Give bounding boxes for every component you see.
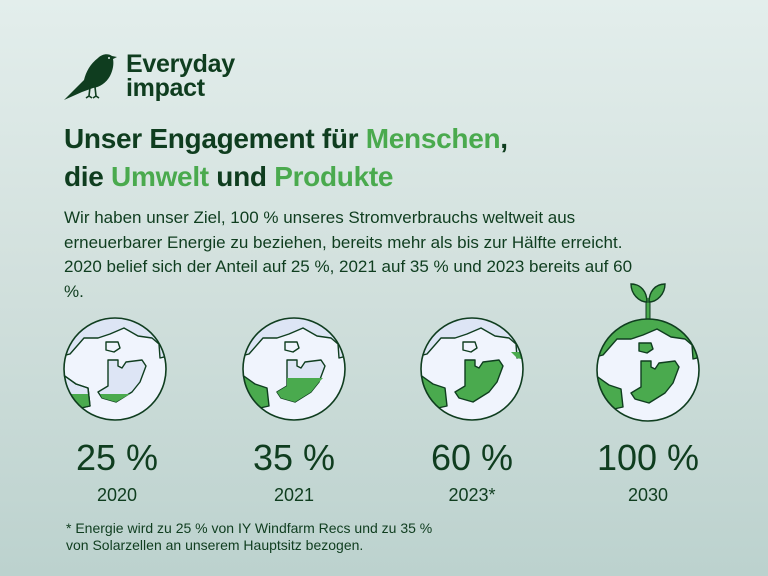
intro-paragraph: Wir haben unser Ziel, 100 % unseres Stro… [64, 208, 633, 301]
footnote-line1: * Energie wird zu 25 % von IY Windfarm R… [66, 520, 433, 536]
stat-percent: 60 % [430, 437, 514, 478]
page-title: Unser Engagement für Menschen, die Umwel… [64, 120, 508, 196]
title-text: , [500, 123, 508, 154]
stat-percent: 35 % [252, 437, 336, 478]
globe-sprout-icon-2030 [596, 283, 700, 422]
globe-icon-2023 [420, 317, 524, 421]
footnote: * Energie wird zu 25 % von IY Windfarm R… [66, 520, 432, 553]
stat-year: 2023* [448, 485, 496, 505]
sprout-icon [630, 283, 666, 322]
stat-percent: 100 % [596, 437, 700, 478]
stat-2023: 60 % 2023* [397, 440, 547, 506]
globe-icon-2021 [242, 317, 346, 421]
stat-year: 2030 [627, 485, 669, 505]
globe-icon-2020 [63, 317, 167, 421]
stat-year: 2020 [96, 485, 138, 505]
stat-percent: 25 % [75, 437, 159, 478]
title-accent-environment: Umwelt [111, 161, 209, 192]
footnote-line2: von Solarzellen an unserem Hauptsitz bez… [66, 536, 364, 553]
brand-logo: Everyday impact [62, 50, 235, 104]
title-accent-products: Produkte [274, 161, 394, 192]
brand-name-line2: impact [126, 74, 205, 102]
title-accent-people: Menschen [365, 123, 501, 154]
stat-2021: 35 % 2021 [219, 440, 369, 506]
bird-icon [64, 54, 117, 100]
title-text: Unser Engagement für [64, 123, 366, 154]
stat-year: 2021 [273, 485, 315, 505]
title-text: die [64, 161, 112, 192]
stat-2020: 25 % 2020 [42, 440, 192, 506]
stat-2030: 100 % 2030 [573, 440, 723, 506]
title-text: und [208, 161, 275, 192]
brand-name-line1: Everyday [126, 50, 235, 78]
